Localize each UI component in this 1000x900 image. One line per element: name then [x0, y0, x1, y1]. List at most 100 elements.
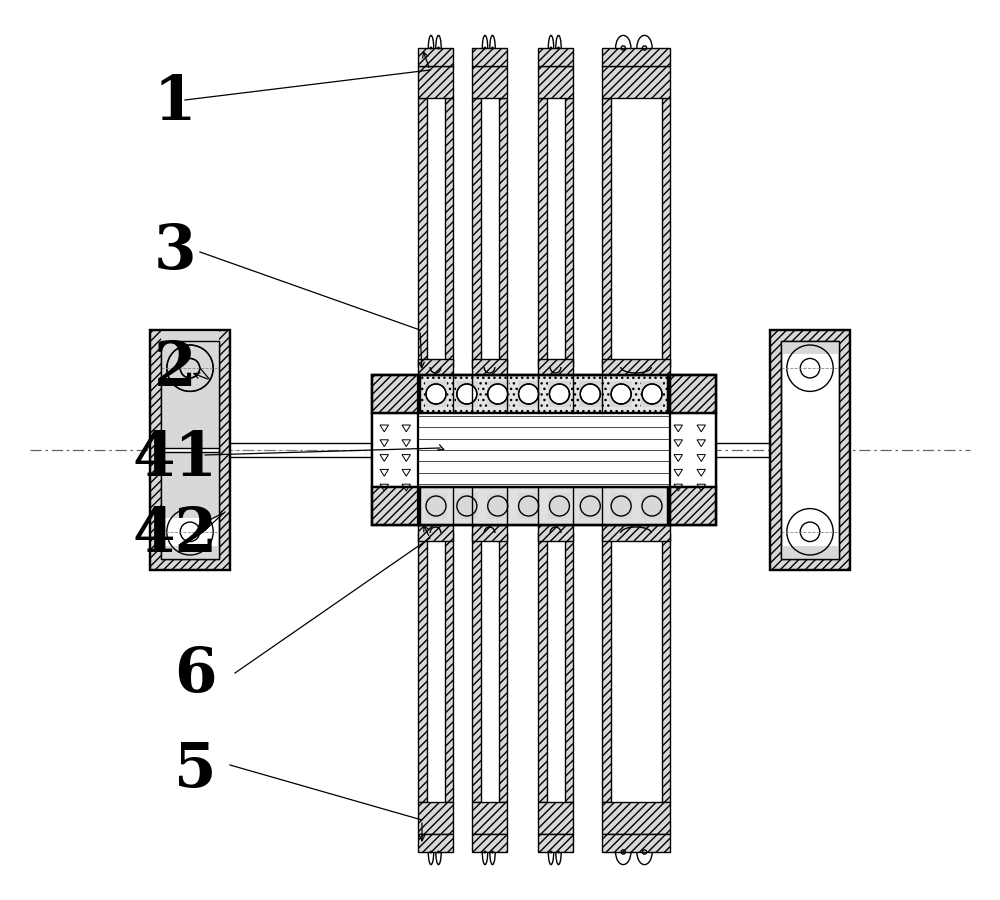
- Circle shape: [549, 384, 569, 404]
- Bar: [602, 533, 610, 802]
- Circle shape: [642, 384, 662, 404]
- Bar: [610, 381, 632, 394]
- Bar: [564, 533, 573, 802]
- Bar: [472, 359, 507, 375]
- Bar: [480, 98, 499, 367]
- Bar: [161, 341, 219, 559]
- Bar: [472, 98, 480, 367]
- Bar: [425, 506, 447, 519]
- Bar: [518, 394, 540, 407]
- Bar: [610, 506, 632, 519]
- Bar: [518, 506, 540, 519]
- Text: 41: 41: [132, 429, 218, 489]
- Bar: [518, 493, 540, 506]
- Bar: [472, 525, 507, 541]
- Bar: [487, 493, 509, 506]
- Bar: [668, 413, 716, 487]
- Bar: [668, 487, 716, 525]
- Bar: [538, 98, 546, 367]
- Bar: [372, 375, 716, 525]
- Bar: [150, 330, 230, 570]
- Bar: [418, 375, 670, 413]
- Bar: [444, 98, 453, 367]
- Bar: [426, 98, 444, 367]
- Bar: [472, 533, 480, 802]
- Bar: [418, 525, 453, 541]
- Circle shape: [488, 384, 508, 404]
- Bar: [472, 66, 507, 98]
- Bar: [610, 493, 632, 506]
- Bar: [372, 375, 716, 525]
- Bar: [602, 834, 670, 852]
- Bar: [161, 545, 219, 559]
- Bar: [781, 341, 839, 355]
- Bar: [662, 533, 670, 802]
- Bar: [472, 48, 507, 66]
- Bar: [161, 341, 219, 559]
- Text: 3: 3: [154, 222, 196, 282]
- Text: 5: 5: [174, 740, 216, 799]
- Bar: [456, 381, 478, 394]
- Circle shape: [611, 384, 631, 404]
- Circle shape: [457, 384, 477, 404]
- Bar: [641, 493, 663, 506]
- Bar: [781, 341, 839, 559]
- Bar: [418, 802, 453, 834]
- Bar: [538, 359, 573, 375]
- Bar: [472, 834, 507, 852]
- Bar: [602, 98, 610, 367]
- Bar: [456, 506, 478, 519]
- Bar: [418, 487, 670, 525]
- Bar: [518, 381, 540, 394]
- Text: 6: 6: [174, 645, 216, 705]
- Bar: [579, 493, 601, 506]
- Bar: [418, 375, 670, 413]
- Bar: [602, 802, 670, 834]
- Bar: [487, 394, 509, 407]
- Bar: [564, 98, 573, 367]
- Text: 2: 2: [154, 339, 196, 399]
- Bar: [472, 802, 507, 834]
- Bar: [418, 48, 453, 66]
- Bar: [579, 506, 601, 519]
- Bar: [487, 506, 509, 519]
- Bar: [662, 98, 670, 367]
- Bar: [161, 448, 219, 452]
- Bar: [538, 834, 573, 852]
- Bar: [372, 487, 420, 525]
- Bar: [579, 394, 601, 407]
- Bar: [668, 487, 716, 525]
- Bar: [641, 506, 663, 519]
- Bar: [602, 48, 670, 66]
- Bar: [610, 394, 632, 407]
- Bar: [548, 394, 570, 407]
- Bar: [425, 394, 447, 407]
- Text: 1: 1: [154, 74, 196, 133]
- Bar: [480, 533, 499, 802]
- Bar: [548, 381, 570, 394]
- Bar: [602, 66, 670, 98]
- Circle shape: [519, 384, 539, 404]
- Bar: [546, 98, 565, 367]
- Bar: [425, 381, 447, 394]
- Circle shape: [426, 384, 446, 404]
- Bar: [548, 493, 570, 506]
- Bar: [610, 533, 662, 802]
- Bar: [161, 341, 219, 355]
- Bar: [641, 381, 663, 394]
- Bar: [538, 66, 573, 98]
- Bar: [602, 525, 670, 541]
- Bar: [668, 375, 716, 413]
- Bar: [781, 545, 839, 559]
- Bar: [418, 66, 453, 98]
- Bar: [668, 375, 716, 413]
- Bar: [641, 394, 663, 407]
- Circle shape: [580, 384, 600, 404]
- Bar: [538, 48, 573, 66]
- Bar: [548, 506, 570, 519]
- Bar: [161, 382, 219, 439]
- Bar: [602, 359, 670, 375]
- Bar: [418, 359, 453, 375]
- Bar: [161, 330, 219, 518]
- Bar: [372, 487, 420, 525]
